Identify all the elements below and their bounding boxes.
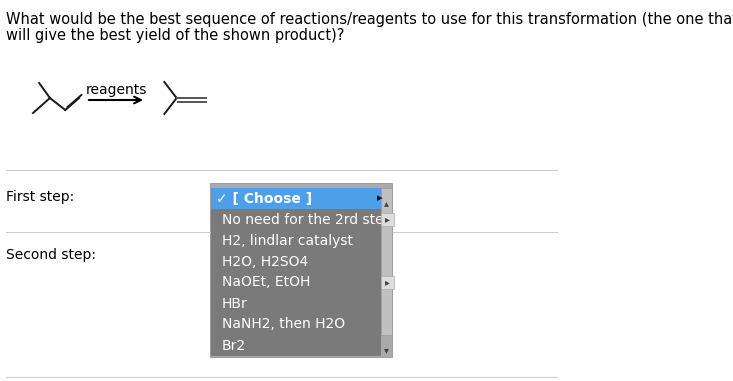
- Text: ▸: ▸: [385, 277, 390, 288]
- Text: ▸: ▸: [385, 215, 390, 224]
- Text: reagents: reagents: [85, 83, 147, 97]
- Text: ✓ [ Choose ]: ✓ [ Choose ]: [216, 192, 312, 205]
- Text: ▸: ▸: [377, 194, 382, 203]
- Text: ▴: ▴: [384, 198, 388, 208]
- Text: NaOEt, EtOH: NaOEt, EtOH: [222, 275, 310, 290]
- Text: ▾: ▾: [384, 345, 388, 355]
- Bar: [211, 314, 381, 335]
- Text: HBr: HBr: [222, 296, 248, 311]
- Text: will give the best yield of the shown product)?: will give the best yield of the shown pr…: [6, 28, 345, 43]
- Text: H2, lindlar catalyst: H2, lindlar catalyst: [222, 234, 353, 248]
- Bar: [211, 335, 381, 356]
- Bar: [381, 213, 394, 226]
- Bar: [211, 272, 381, 293]
- Bar: [211, 293, 381, 314]
- Bar: [211, 188, 381, 209]
- Text: No need for the 2rd step: No need for the 2rd step: [222, 213, 392, 226]
- Bar: [211, 230, 381, 251]
- Bar: [210, 183, 392, 357]
- Bar: [211, 209, 381, 230]
- Bar: [381, 276, 394, 289]
- Text: First step:: First step:: [6, 190, 74, 204]
- Text: H2O, H2SO4: H2O, H2SO4: [222, 255, 308, 269]
- Bar: [381, 188, 391, 335]
- Text: Second step:: Second step:: [6, 248, 96, 262]
- Text: Br2: Br2: [222, 338, 246, 352]
- Text: NaNH2, then H2O: NaNH2, then H2O: [222, 317, 345, 331]
- Bar: [211, 251, 381, 272]
- Text: What would be the best sequence of reactions/reagents to use for this transforma: What would be the best sequence of react…: [6, 12, 733, 27]
